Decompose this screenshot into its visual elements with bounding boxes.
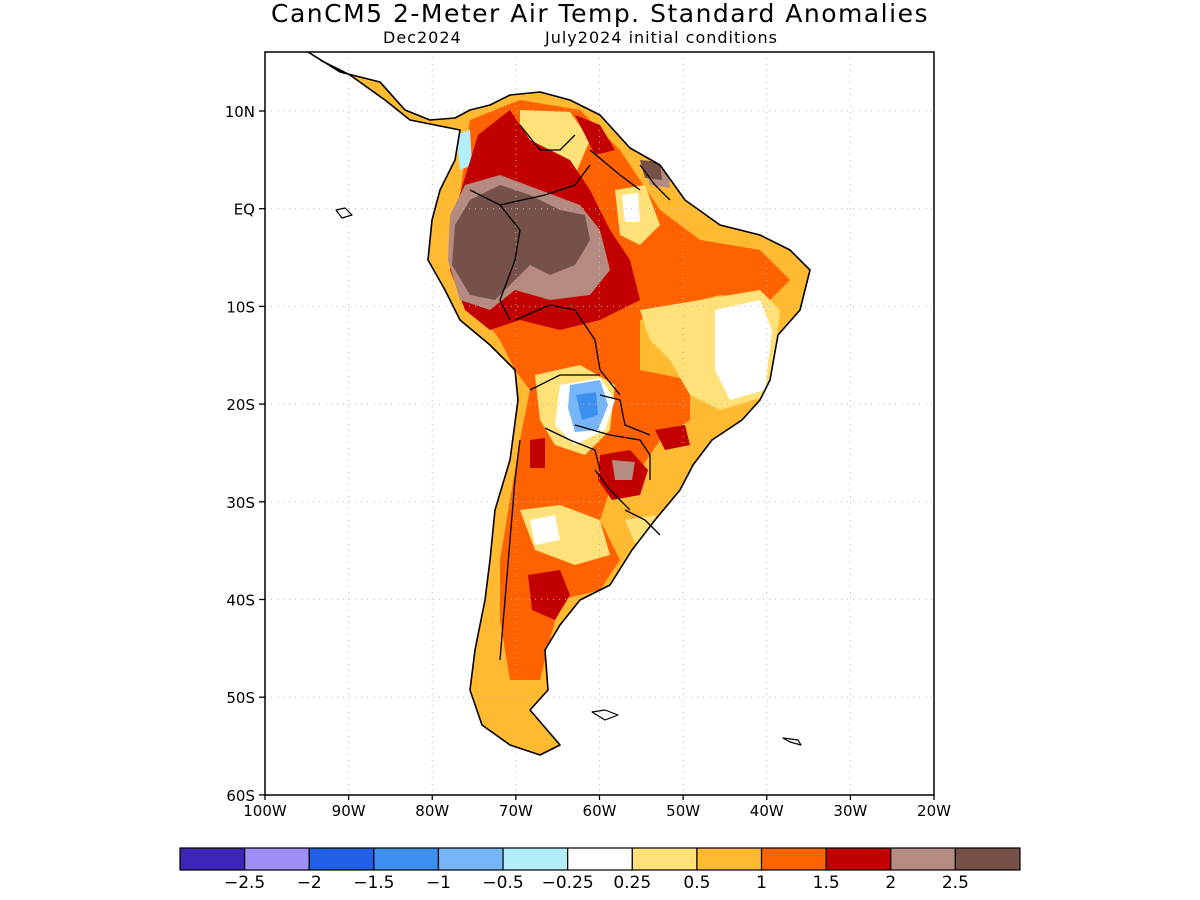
latitude-axis: 10N EQ 10S 20S 30S 40S 50S 60S <box>225 103 265 805</box>
colorbar-label: 1 <box>756 873 767 893</box>
colorbar-swatch <box>631 847 698 871</box>
lon-tick-label: 60W <box>583 802 617 820</box>
colorbar-swatch <box>890 847 956 871</box>
colorbar-swatch <box>179 847 246 871</box>
longitude-axis: 100W 90W 80W 70W 60W 50W 40W 30W 20W <box>243 795 951 820</box>
lon-tick-label: 70W <box>499 802 533 820</box>
anomaly-region <box>655 425 690 450</box>
lat-tick-label: 10N <box>225 103 255 121</box>
colorbar-swatch <box>502 847 569 871</box>
island-galapagos <box>335 207 353 219</box>
anomaly-region <box>575 115 615 155</box>
lon-tick-label: 30W <box>833 802 867 820</box>
lon-tick-label: 80W <box>415 802 449 820</box>
lat-tick-label: EQ <box>234 201 255 219</box>
colorbar-label: −2 <box>297 873 322 893</box>
lat-tick-label: 60S <box>226 787 255 805</box>
lon-tick-label: 90W <box>332 802 366 820</box>
colorbar-label: 0.25 <box>613 873 651 893</box>
lon-tick-label: 100W <box>243 802 287 820</box>
anomaly-region <box>715 300 772 400</box>
anomaly-region <box>530 515 560 545</box>
colorbar-label: −0.5 <box>482 873 523 893</box>
colorbar-label: −2.5 <box>224 873 265 893</box>
colorbar-swatch <box>825 847 892 871</box>
anomaly-region <box>640 160 662 180</box>
colorbar-label: −1.5 <box>353 873 394 893</box>
lon-tick-label: 50W <box>666 802 700 820</box>
anomaly-region <box>456 130 472 170</box>
anomaly-region <box>530 438 545 468</box>
colorbar-swatch <box>760 847 827 871</box>
colorbar-swatch <box>244 847 310 871</box>
anomaly-region <box>528 570 570 620</box>
country-borders <box>469 124 671 661</box>
colorbar-swatch <box>954 847 1021 871</box>
colorbar: −2.5 −2 −1.5 −1 −0.5 −0.25 0.25 0.5 1 1.5 2 2.5 <box>179 847 1021 893</box>
colorbar-label: 2.5 <box>942 873 969 893</box>
lat-tick-label: 10S <box>226 298 255 316</box>
lat-tick-label: 30S <box>226 494 255 512</box>
anomaly-region <box>576 392 598 420</box>
colorbar-label: 1.5 <box>813 873 840 893</box>
lon-tick-label: 20W <box>917 802 951 820</box>
colorbar-swatch <box>437 847 504 871</box>
lat-tick-label: 40S <box>226 592 255 610</box>
colorbar-label: −0.25 <box>542 873 594 893</box>
lat-tick-label: 20S <box>226 396 255 414</box>
coastlines <box>307 52 811 756</box>
colorbar-label: 2 <box>885 873 896 893</box>
initial-conditions: July2024 initial conditions <box>545 28 778 47</box>
island-falklands <box>591 709 619 721</box>
map-title: CanCM5 2-Meter Air Temp. Standard Anomal… <box>271 0 929 28</box>
colorbar-swatch <box>308 847 375 871</box>
colorbar-label: −1 <box>426 873 451 893</box>
anomaly-region <box>622 193 640 222</box>
lat-tick-label: 50S <box>226 689 255 707</box>
anomaly-field <box>308 52 810 755</box>
anomaly-region <box>612 460 635 480</box>
colorbar-swatch <box>373 847 440 871</box>
colorbar-swatch <box>696 847 763 871</box>
island-southgeorgia <box>782 737 802 746</box>
lon-tick-label: 40W <box>750 802 784 820</box>
continent-outline <box>307 52 811 756</box>
colorbar-label: 0.5 <box>683 873 710 893</box>
colorbar-swatch <box>567 847 633 871</box>
forecast-month: Dec2024 <box>383 28 462 47</box>
anomaly-region <box>452 185 590 300</box>
